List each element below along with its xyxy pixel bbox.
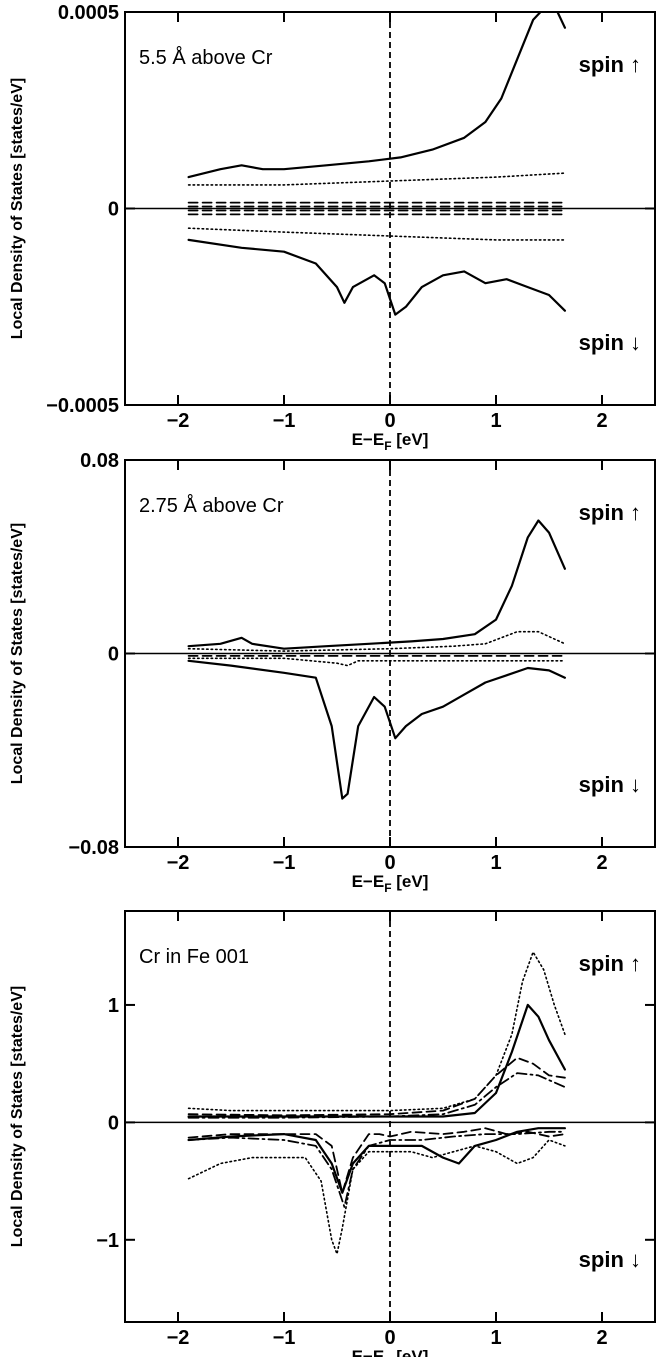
series-line-4	[187, 1072, 566, 1119]
spin-down-label: spin ↓	[579, 772, 641, 797]
series-line-1	[187, 951, 566, 1112]
x-tick-label: 0	[384, 410, 395, 432]
series-line-3	[187, 172, 566, 186]
spin-up-label: spin ↑	[579, 52, 641, 77]
series-group	[187, 951, 566, 1255]
x-tick-label: −2	[167, 410, 190, 432]
series-line-2	[187, 1003, 566, 1118]
panel-2: −2 −1 0 1 2 −0.08 0 0.08 Local Density of States…	[9, 450, 656, 895]
y-tick-label: 0	[108, 1112, 119, 1134]
y-tick-label: 0.08	[80, 450, 119, 472]
series-line-8	[187, 227, 566, 241]
x-tick-label: 2	[596, 852, 607, 874]
panel-3: −2 −1 0 1 2 −1 0 1 Local Density of States [stat…	[9, 910, 656, 1357]
series-line-2	[556, 12, 566, 29]
x-axis-label: E−EF [eV]	[352, 430, 429, 453]
panel-1: −2 −1 0 1 2 −0.0005 0 0.0005 Local Density of St…	[9, 2, 656, 453]
x-tick-label: −2	[167, 852, 190, 874]
panel-annotation: Cr in Fe 001	[139, 946, 249, 968]
x-tick-label: 1	[490, 852, 501, 874]
x-tick-label: 0	[384, 1327, 395, 1349]
series-line-2	[187, 630, 566, 652]
x-axis-label: E−EF [eV]	[352, 872, 429, 895]
panel-annotation: 5.5 Å above Cr	[139, 46, 273, 69]
series-line-5	[187, 659, 566, 800]
series-line-3	[187, 657, 566, 667]
spin-up-label: spin ↑	[579, 500, 641, 525]
x-tick-label: −2	[167, 1327, 190, 1349]
series-group	[187, 12, 566, 316]
series-line-1	[187, 519, 566, 650]
series-line-7	[187, 1139, 566, 1255]
x-tick-label: 2	[596, 410, 607, 432]
series-group	[187, 519, 566, 800]
series-line-3	[187, 1056, 566, 1117]
y-tick-label: 1	[108, 995, 119, 1017]
spin-down-label: spin ↓	[579, 330, 641, 355]
x-tick-label: −1	[273, 410, 296, 432]
x-tick-label: 0	[384, 852, 395, 874]
series-line-8	[187, 1127, 566, 1194]
series-line-9	[187, 238, 566, 316]
x-tick-label: −1	[273, 852, 296, 874]
y-tick-label: −1	[96, 1230, 119, 1252]
y-tick-label: 0	[108, 644, 119, 666]
x-tick-label: −1	[273, 1327, 296, 1349]
y-axis-label: Local Density of States [states/eV]	[9, 986, 26, 1247]
spin-down-label: spin ↓	[579, 1247, 641, 1272]
panel-annotation: 2.75 Å above Cr	[139, 494, 284, 517]
y-axis-label: Local Density of States [states/eV]	[9, 523, 26, 784]
x-tick-label: 1	[490, 410, 501, 432]
y-tick-label: 0	[108, 199, 119, 221]
y-axis-label: Local Density of States [states/eV]	[9, 78, 26, 339]
x-tick-label: 1	[490, 1327, 501, 1349]
series-line-1	[187, 12, 542, 179]
series-line-6	[187, 1130, 566, 1208]
x-tick-label: 2	[596, 1327, 607, 1349]
y-tick-label: −0.0005	[46, 395, 119, 417]
spin-up-label: spin ↑	[579, 951, 641, 976]
y-tick-label: 0.0005	[58, 2, 119, 24]
y-tick-label: −0.08	[68, 837, 119, 859]
